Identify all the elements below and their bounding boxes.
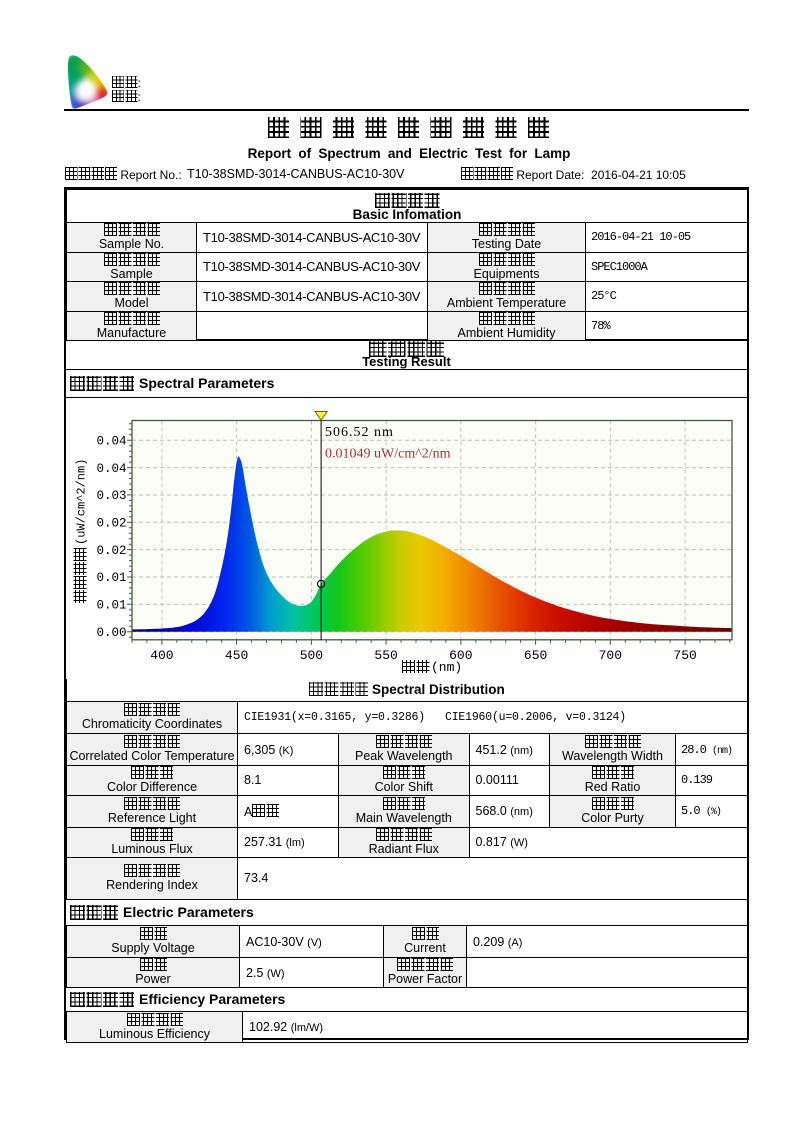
svg-text:400: 400: [150, 648, 173, 663]
svg-text:500: 500: [300, 648, 323, 663]
svg-text:0.03: 0.03: [96, 489, 126, 503]
svg-text:0.04: 0.04: [96, 434, 126, 448]
svg-text:0.01: 0.01: [96, 571, 126, 585]
svg-text:600: 600: [449, 648, 472, 663]
svg-text:700: 700: [599, 648, 622, 663]
svg-text:(nm): (nm): [431, 660, 462, 675]
svg-text:(uW/cm^2/nm): (uW/cm^2/nm): [75, 458, 89, 544]
svg-text:450: 450: [225, 648, 248, 663]
svg-text:750: 750: [673, 648, 696, 663]
svg-text:0.01: 0.01: [96, 598, 126, 612]
svg-text:650: 650: [524, 648, 547, 663]
svg-text:506.52 nm: 506.52 nm: [325, 425, 394, 440]
svg-text:0.04: 0.04: [96, 461, 126, 475]
svg-text:0.01049 uW/cm^2/nm: 0.01049 uW/cm^2/nm: [325, 446, 451, 461]
svg-text:0.02: 0.02: [96, 543, 126, 557]
svg-text:0.00: 0.00: [96, 625, 126, 639]
svg-text:0.02: 0.02: [96, 516, 126, 530]
svg-text:550: 550: [374, 648, 397, 663]
